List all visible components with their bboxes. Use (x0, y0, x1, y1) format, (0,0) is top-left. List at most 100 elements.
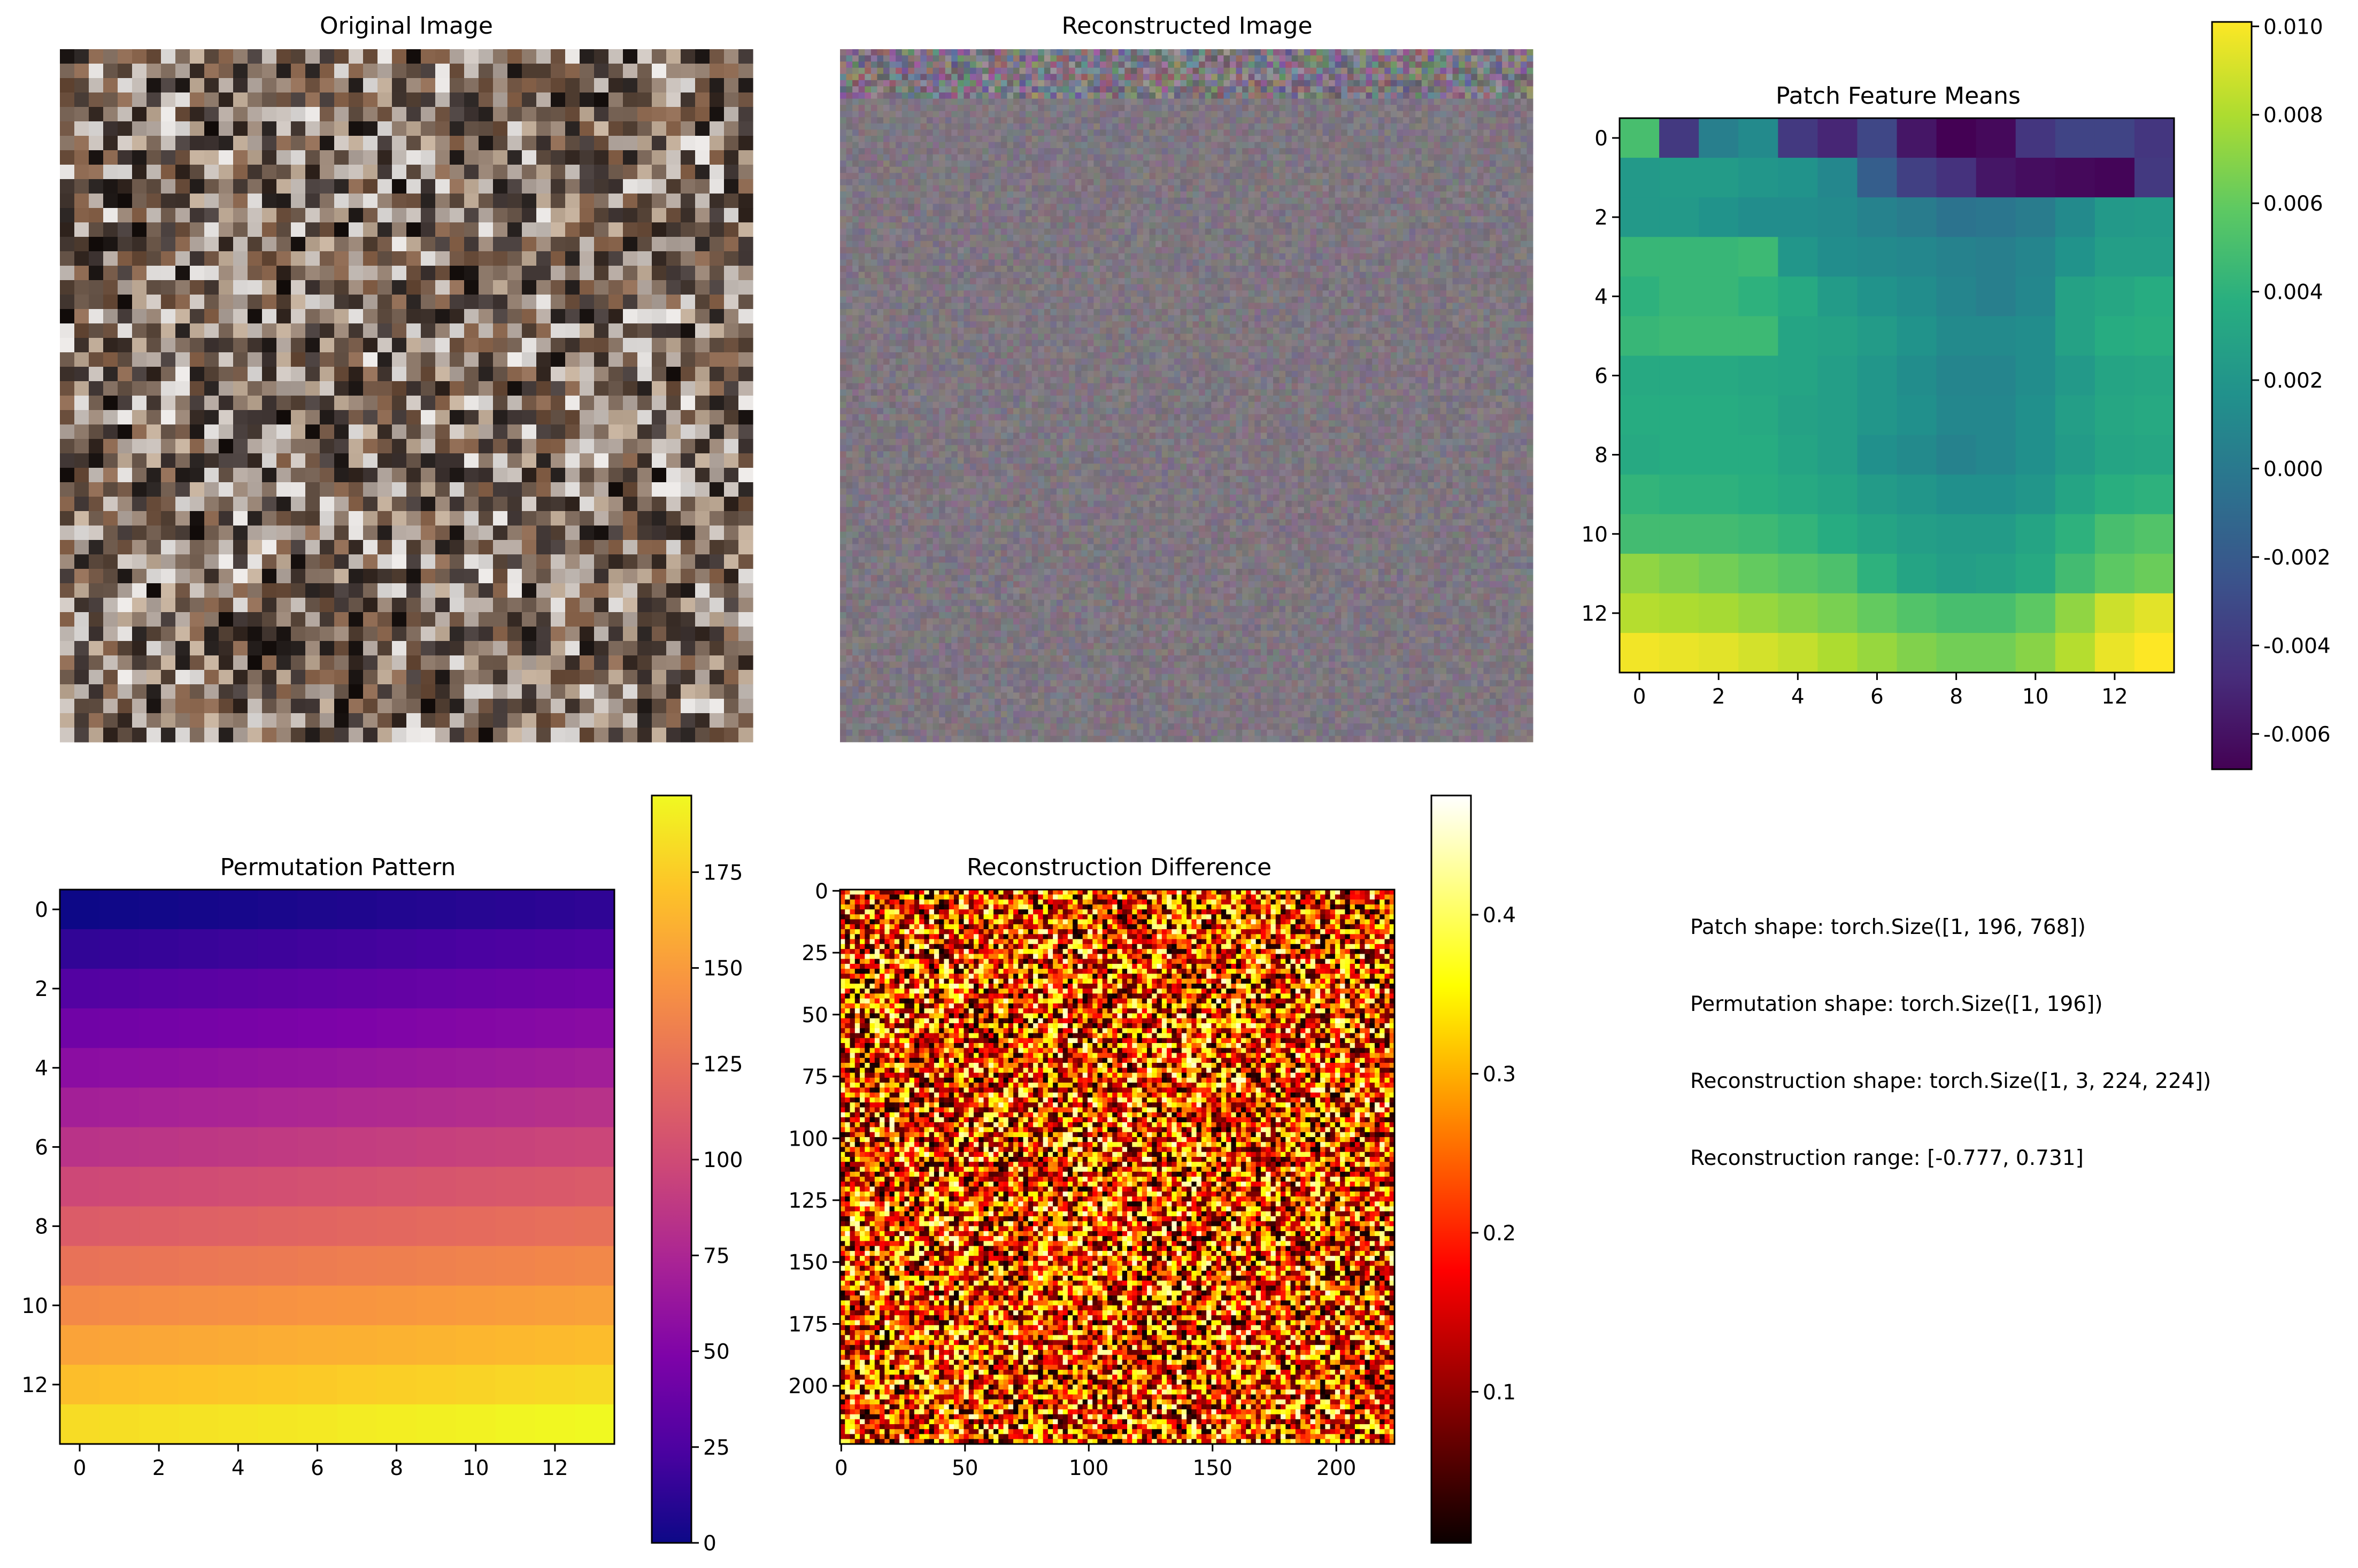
image-pixel (262, 165, 277, 180)
panel-original-image: Original Image (60, 12, 753, 743)
image-pixel (349, 266, 364, 281)
image-pixel (291, 222, 306, 237)
image-pixel (536, 194, 551, 208)
image-pixel (118, 309, 133, 324)
image-pixel (681, 121, 696, 136)
image-pixel (175, 78, 190, 93)
image-pixel (608, 251, 623, 266)
image-pixel (276, 222, 291, 237)
image-pixel (551, 49, 566, 64)
image-pixel (262, 136, 277, 151)
image-pixel (450, 323, 465, 338)
image-pixel (522, 150, 537, 165)
image-pixel (89, 194, 104, 208)
image-pixel (695, 208, 710, 223)
image-pixel (637, 121, 652, 136)
image-pixel (74, 309, 89, 324)
image-pixel (507, 194, 522, 208)
image-pixel (305, 179, 320, 194)
image-pixel (262, 367, 277, 382)
image-pixel (551, 352, 566, 367)
image-pixel (233, 367, 248, 382)
image-pixel (681, 222, 696, 237)
image-pixel (695, 136, 710, 151)
image-pixel (334, 208, 349, 223)
image-pixel (118, 179, 133, 194)
image-pixel (479, 165, 494, 180)
image-pixel (392, 165, 407, 180)
image-pixel (262, 251, 277, 266)
image-pixel (103, 165, 118, 180)
image-pixel (276, 179, 291, 194)
image-pixel (161, 165, 176, 180)
image-pixel (594, 150, 609, 165)
image-pixel (710, 367, 725, 382)
image-pixel (450, 150, 465, 165)
image-pixel (305, 338, 320, 353)
image-pixel (565, 222, 580, 237)
image-pixel (536, 179, 551, 194)
image-pixel (608, 92, 623, 107)
image-pixel (320, 381, 335, 396)
image-pixel (233, 179, 248, 194)
image-pixel (291, 309, 306, 324)
image-pixel (89, 237, 104, 252)
image-pixel (493, 266, 508, 281)
image-pixel (435, 295, 450, 310)
image-pixel (580, 280, 595, 295)
image-pixel (623, 309, 638, 324)
image-pixel (637, 352, 652, 367)
image-pixel (248, 107, 263, 122)
image-pixel (377, 121, 392, 136)
image-pixel (435, 78, 450, 93)
image-pixel (594, 237, 609, 252)
image-pixel (608, 165, 623, 180)
image-pixel (724, 323, 739, 338)
image-pixel (738, 295, 753, 310)
image-pixel (103, 194, 118, 208)
image-pixel (349, 78, 364, 93)
image-pixel (695, 121, 710, 136)
image-pixel (262, 64, 277, 79)
image-pixel (738, 280, 753, 295)
image-pixel (320, 150, 335, 165)
image-pixel (132, 309, 147, 324)
image-pixel (565, 237, 580, 252)
image-pixel (60, 367, 75, 382)
image-pixel (334, 78, 349, 93)
image-pixel (219, 179, 234, 194)
image-pixel (637, 49, 652, 64)
image-pixel (103, 121, 118, 136)
image-pixel (291, 64, 306, 79)
image-pixel (363, 92, 378, 107)
image-pixel (637, 309, 652, 324)
image-pixel (103, 222, 118, 237)
image-pixel (565, 309, 580, 324)
image-pixel (551, 338, 566, 353)
image-pixel (580, 92, 595, 107)
image-pixel (147, 165, 161, 180)
image-pixel (450, 208, 465, 223)
image-pixel (464, 150, 479, 165)
image-pixel (608, 323, 623, 338)
image-pixel (666, 179, 681, 194)
image-pixel (392, 381, 407, 396)
image-pixel (349, 237, 364, 252)
image-pixel (695, 222, 710, 237)
image-pixel (305, 92, 320, 107)
image-pixel (103, 280, 118, 295)
image-pixel (479, 179, 494, 194)
image-pixel (608, 237, 623, 252)
image-pixel (74, 237, 89, 252)
image-pixel (580, 309, 595, 324)
image-pixel (406, 266, 421, 281)
image-pixel (262, 92, 277, 107)
image-pixel (710, 352, 725, 367)
image-pixel (479, 295, 494, 310)
image-pixel (175, 367, 190, 382)
image-pixel (479, 150, 494, 165)
image-pixel (175, 251, 190, 266)
image-pixel (450, 165, 465, 180)
image-pixel (710, 280, 725, 295)
image-pixel (233, 309, 248, 324)
